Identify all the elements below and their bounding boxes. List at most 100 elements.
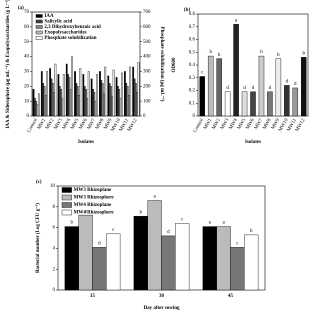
significance-letter: a (222, 221, 225, 226)
significance-letter: d (269, 86, 272, 91)
y-tick-label: 50 (24, 40, 30, 45)
y2-tick-label: 200 (143, 84, 151, 89)
y-tick-label: 10 (24, 99, 30, 104)
significance-letter: b (140, 210, 143, 215)
bar (37, 93, 40, 117)
bar (87, 71, 90, 117)
bar (62, 74, 65, 117)
bar (133, 215, 148, 291)
legend-label: 2,3 Dihydroxybenzoic acid (44, 25, 101, 30)
significance-letter: b (218, 53, 221, 58)
bar (199, 76, 205, 117)
significance-letter: b (71, 221, 74, 226)
bar (267, 91, 273, 117)
bar (216, 226, 231, 291)
bar (275, 58, 282, 117)
legend-label: MW3 Rhizoplane (74, 188, 112, 193)
significance-letter: a (84, 209, 87, 214)
significance-letter: c (201, 71, 204, 76)
legend-label: Salicylic acid (44, 20, 72, 25)
bar (244, 234, 259, 291)
significance-letter: a (235, 18, 238, 23)
x-tick-label: MW12 (127, 118, 139, 133)
y-tick-label: 8 (53, 205, 56, 210)
y-tick-label: 0.4 (189, 63, 196, 68)
y-tick-label: 0.1 (189, 101, 196, 106)
y-tick-label: 20 (24, 84, 30, 89)
significance-letter: b (303, 51, 306, 56)
y-axis-title: OD600 (172, 57, 177, 73)
y-tick-label: 60 (24, 25, 30, 30)
significance-letter: b (209, 50, 212, 55)
x-tick-label: MW4 (229, 118, 239, 131)
legend-swatch (61, 194, 72, 201)
significance-letter: c (236, 242, 239, 247)
y-tick-label: 6 (53, 226, 56, 231)
bar (284, 85, 290, 117)
y-tick-label: 0.8 (189, 12, 196, 17)
bar (175, 223, 190, 291)
x-tick-label: MW1 (37, 118, 47, 131)
bar (241, 91, 248, 117)
bar (129, 66, 132, 117)
bar (258, 55, 265, 117)
x-tick-label: MW2 (212, 118, 222, 131)
x-tick-label: MW2 (45, 118, 55, 131)
y-tick-label: 2 (53, 267, 56, 272)
legend-swatch (35, 19, 43, 24)
x-tick-label: MW11 (119, 118, 131, 133)
significance-letter: c (112, 228, 115, 233)
bar (147, 200, 162, 291)
y2-tick-label: 300 (143, 70, 151, 75)
legend-label: MW4 Rhizoplane (74, 203, 112, 208)
x-tick-label: MW10 (278, 118, 290, 133)
bar (137, 62, 140, 117)
panel-label: (b) (184, 8, 190, 13)
legend-label: MW3 Rhizosphere (74, 196, 115, 201)
significance-letter: b (260, 50, 263, 55)
x-tick-label: MW9 (103, 118, 113, 131)
bar (121, 72, 123, 117)
bar (207, 55, 214, 117)
significance-letter: b (277, 53, 280, 58)
x-tick-label: MW3 (220, 118, 230, 131)
bar (161, 235, 176, 291)
x-tick-label: MW8 (262, 118, 272, 131)
y-tick-label: 0.3 (189, 76, 196, 81)
significance-letter: d (226, 86, 229, 91)
y2-tick-label: 600 (143, 25, 151, 30)
y-tick-label: 0 (193, 114, 196, 119)
legend-label: Exopolysaccharides (44, 31, 86, 36)
bar (92, 247, 107, 291)
x-tick-label: MW6 (79, 118, 89, 131)
y-tick-label: 4 (53, 247, 56, 252)
x-axis-title: Day after sowing (143, 306, 180, 311)
bar (64, 226, 79, 291)
bar (233, 24, 239, 117)
x-tick-label: MW7 (87, 118, 97, 131)
y-tick-label: 0.5 (189, 50, 196, 55)
x-tick-label: MW11 (287, 118, 299, 133)
x-tick-label: MW1 (203, 118, 213, 131)
y-tick-label: 70 (24, 10, 30, 15)
bar (104, 66, 107, 117)
significance-letter: a (209, 221, 212, 226)
x-tick-label: MW6 (246, 118, 256, 131)
x-tick-label: Control (193, 118, 205, 134)
y-tick-label: 0 (27, 114, 30, 119)
y2-tick-label: 500 (143, 40, 151, 45)
bar (112, 69, 115, 117)
bar (106, 233, 121, 291)
legend-swatch (35, 14, 43, 18)
bar (71, 56, 73, 117)
bar (250, 91, 256, 117)
x-tick-label: MW10 (111, 118, 123, 133)
x-tick-label: MW12 (295, 118, 307, 133)
bar (96, 74, 98, 117)
y-tick-label: 0.7 (189, 25, 196, 30)
legend-swatch (61, 202, 72, 208)
significance-letter: d (243, 86, 246, 91)
y2-tick-label: 400 (143, 55, 151, 60)
y-tick-label: 0 (53, 288, 56, 293)
